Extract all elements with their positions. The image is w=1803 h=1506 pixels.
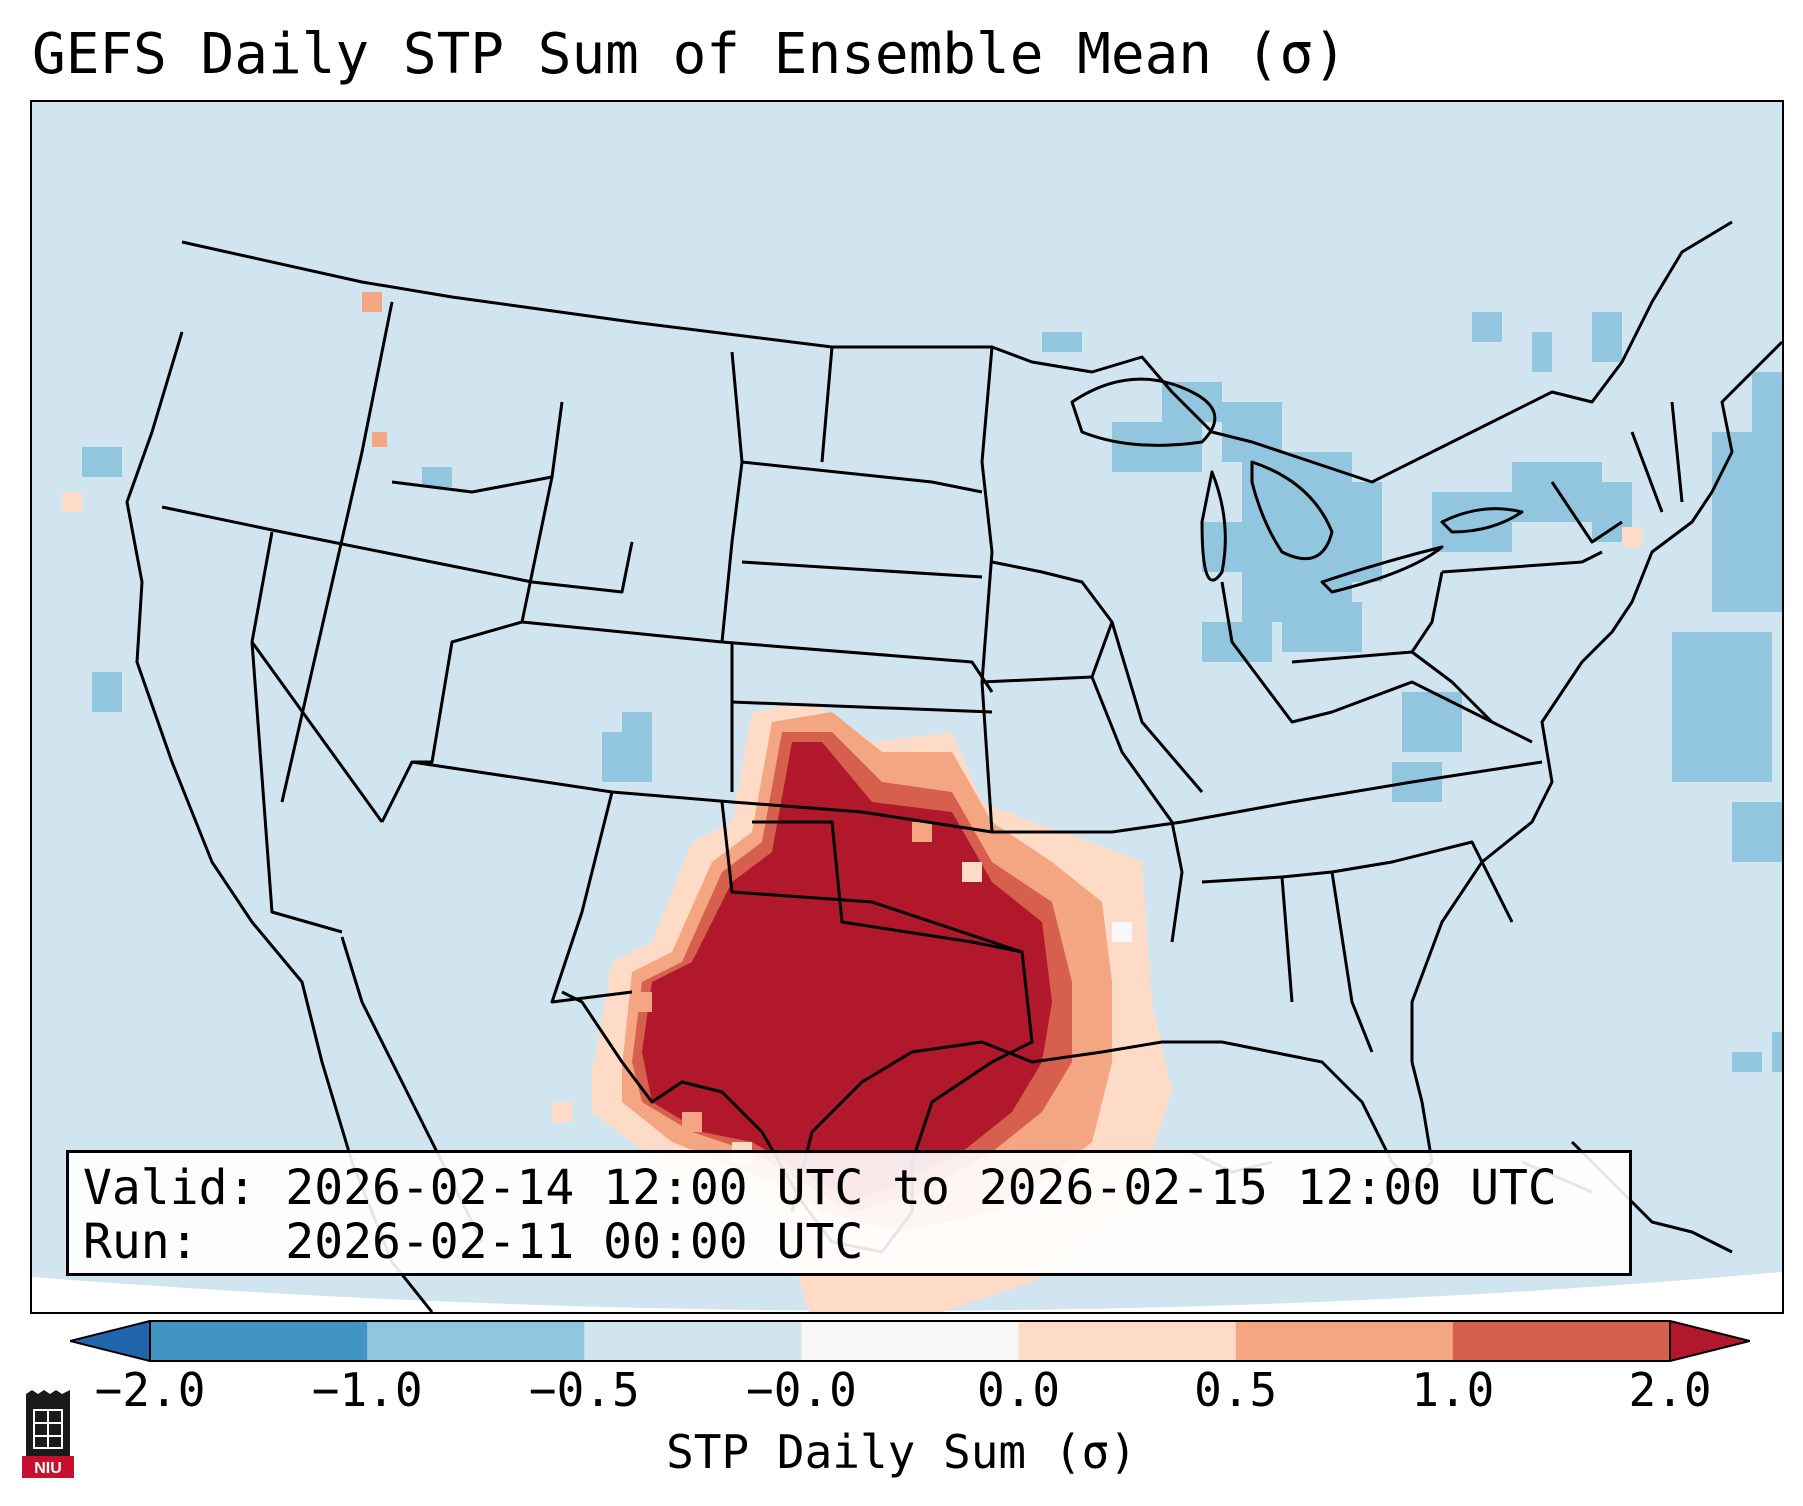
colorbar-bin bbox=[1452, 1321, 1671, 1361]
colorbar-bin bbox=[1235, 1321, 1454, 1361]
colorbar-bin bbox=[150, 1321, 368, 1361]
colorbar-tick-label: 0.5 bbox=[1194, 1363, 1278, 1417]
colorbar bbox=[70, 1320, 1750, 1362]
niu-tower-icon: NIU bbox=[22, 1390, 74, 1478]
run-time-line: Run: 2026-02-11 00:00 UTC bbox=[83, 1214, 864, 1270]
colorbar-tick-label: −0.0 bbox=[746, 1363, 857, 1417]
colorbar-extend-high bbox=[1669, 1320, 1750, 1362]
colorbar-tick-label: 1.0 bbox=[1411, 1363, 1495, 1417]
colorbar-tick-label: −2.0 bbox=[94, 1363, 206, 1417]
colorbar-tick-label: −0.5 bbox=[528, 1363, 640, 1417]
map-graphic bbox=[32, 102, 1782, 1312]
colorbar-tick-label: 0.0 bbox=[977, 1363, 1061, 1417]
map-title: GEFS Daily STP Sum of Ensemble Mean (σ) bbox=[32, 22, 1347, 87]
small-positive-speckles bbox=[62, 292, 1642, 1122]
valid-run-info-box: Valid: 2026-02-14 12:00 UTC to 2026-02-1… bbox=[66, 1150, 1632, 1276]
valid-time-line: Valid: 2026-02-14 12:00 UTC to 2026-02-1… bbox=[83, 1160, 1557, 1216]
map-panel[interactable] bbox=[30, 100, 1784, 1314]
negative-anomaly-patches bbox=[82, 312, 1782, 1072]
colorbar-label: STP Daily Sum (σ) bbox=[666, 1425, 1137, 1479]
colorbar-tick-label: 2.0 bbox=[1628, 1363, 1712, 1417]
svg-text:NIU: NIU bbox=[34, 1460, 62, 1477]
colorbar-extend-low bbox=[70, 1320, 151, 1362]
colorbar-bin bbox=[584, 1321, 802, 1361]
colorbar-tick-label: −1.0 bbox=[311, 1363, 423, 1417]
colorbar-bin bbox=[801, 1321, 1020, 1361]
colorbar-bin bbox=[367, 1321, 585, 1361]
colorbar-bin bbox=[1018, 1321, 1237, 1361]
